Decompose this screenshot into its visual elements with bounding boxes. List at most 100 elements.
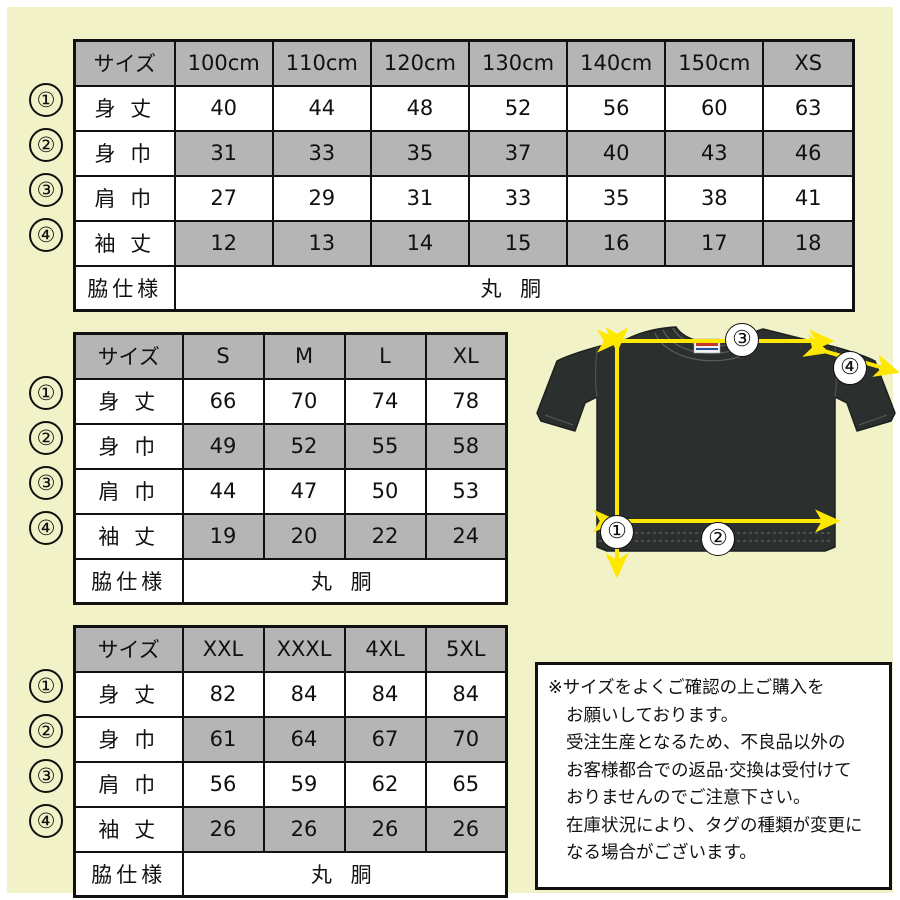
col-header-l: L [343,332,427,380]
notice-line: 受注生産となるため、不良品以外の [566,733,846,753]
cell: 66 [181,377,265,425]
table-row: 身 丈 66 70 74 78 [73,377,508,425]
cell: 63 [762,84,855,132]
col-header-110cm: 110cm [271,39,372,87]
measure-key-2: ② [29,714,63,748]
row-label-body-width: 身 巾 [73,422,184,470]
cell: 59 [262,760,346,808]
cell: 29 [271,174,372,222]
side-spec-value: 丸 胴 [173,264,855,312]
tshirt-illustration: ③ ④ ① ② [535,323,899,655]
cell: 82 [181,670,265,718]
cell: 35 [369,129,471,177]
measure-key-1: ① [29,83,63,117]
measure-key-2: ② [29,421,63,455]
col-header-120cm: 120cm [369,39,471,87]
side-spec-value: 丸 胴 [181,557,508,605]
cell: 70 [262,377,346,425]
measure-key-3: ③ [29,173,63,207]
col-header-m: M [262,332,346,380]
cell: 53 [424,467,508,515]
col-header-4xl: 4XL [343,625,427,673]
row-label-side-spec: 脇仕様 [73,850,184,898]
row-label-sleeve-length: 袖 丈 [73,219,176,267]
measure-key-3: ③ [29,759,63,793]
notice-line: お願いしております。 [566,705,739,726]
cell: 64 [262,715,346,763]
cell: 65 [424,760,508,808]
col-header-5xl: 5XL [424,625,508,673]
notice-line: お客様都合での返品·交換は受付けて [566,760,852,781]
side-spec-value: 丸 胴 [181,850,508,898]
table-footer-row: 脇仕様 丸 胴 [73,557,508,605]
col-header-xxl: XXL [181,625,265,673]
cell: 20 [262,512,346,560]
callout-body-width: ② [701,522,735,556]
cell: 50 [343,467,427,515]
cell: 31 [369,174,471,222]
cell: 70 [424,715,508,763]
measure-key-1: ① [29,376,63,410]
cell: 40 [566,129,667,177]
row-label-side-spec: 脇仕様 [73,264,176,312]
size-table-bigsize: サイズ XXL XXXL 4XL 5XL 身 丈 82 84 84 84 身 巾… [73,625,508,898]
callout-body-length: ① [600,515,634,549]
cell: 52 [467,84,569,132]
cell: 41 [762,174,855,222]
table-row: 袖 丈 12 13 14 15 16 17 18 [73,219,855,267]
col-header-150cm: 150cm [664,39,765,87]
cell: 49 [181,422,265,470]
cell: 26 [424,805,508,853]
measure-key-1: ① [29,669,63,703]
row-label-sleeve-length: 袖 丈 [73,512,184,560]
col-header-size: サイズ [73,39,176,87]
sleeve-hems [544,414,888,426]
notice-line: ※サイズをよくご確認の上ご購入を [548,678,825,698]
table-header-row: サイズ 100cm 110cm 120cm 130cm 140cm 150cm … [73,39,855,87]
table-footer-row: 脇仕様 丸 胴 [73,264,855,312]
col-header-xl: XL [424,332,508,380]
notice-line: 在庫状況により、タグの種類が変更に [566,815,863,836]
row-label-shoulder-width: 肩 巾 [73,174,176,222]
cell: 26 [262,805,346,853]
measure-key-3: ③ [29,466,63,500]
cell: 61 [181,715,265,763]
cell: 17 [664,219,765,267]
table-footer-row: 脇仕様 丸 胴 [73,850,508,898]
cell: 19 [181,512,265,560]
cell: 24 [424,512,508,560]
cell: 26 [343,805,427,853]
cell: 18 [762,219,855,267]
row-label-sleeve-length: 袖 丈 [73,805,184,853]
cell: 62 [343,760,427,808]
cell: 67 [343,715,427,763]
measure-key-4: ④ [29,218,63,252]
cell: 16 [566,219,667,267]
cell: 60 [664,84,765,132]
cell: 84 [343,670,427,718]
cell: 56 [566,84,667,132]
col-header-100cm: 100cm [173,39,274,87]
measure-key-column-kids: ① ② ③ ④ [29,39,71,284]
table-row: 袖 丈 26 26 26 26 [73,805,508,853]
size-table-kids: サイズ 100cm 110cm 120cm 130cm 140cm 150cm … [73,39,855,312]
cell: 22 [343,512,427,560]
cell: 15 [467,219,569,267]
measure-key-4: ④ [29,511,63,545]
cell: 33 [467,174,569,222]
col-header-s: S [181,332,265,380]
cell: 78 [424,377,508,425]
cell: 31 [173,129,274,177]
purchase-notice-box: ※サイズをよくご確認の上ご購入を お願いしております。 受注生産となるため、不良… [535,662,892,890]
cell: 58 [424,422,508,470]
col-header-xxxl: XXXL [262,625,346,673]
table-row: 肩 巾 56 59 62 65 [73,760,508,808]
cell: 46 [762,129,855,177]
cell: 52 [262,422,346,470]
table-row: 身 巾 49 52 55 58 [73,422,508,470]
table-row: 身 丈 40 44 48 52 56 60 63 [73,84,855,132]
cell: 12 [173,219,274,267]
notice-line: なる場合がございます。 [566,843,757,863]
row-label-shoulder-width: 肩 巾 [73,760,184,808]
cell: 48 [369,84,471,132]
